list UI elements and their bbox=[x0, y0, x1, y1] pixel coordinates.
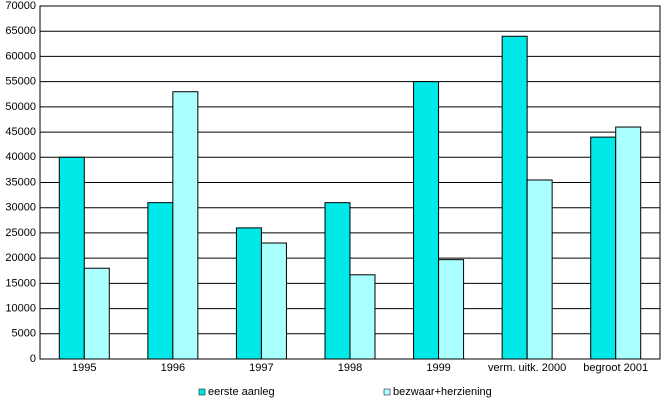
bar bbox=[324, 202, 351, 360]
x-tick-label: 1997 bbox=[249, 362, 273, 374]
bar bbox=[235, 227, 262, 360]
legend-swatch bbox=[198, 388, 206, 396]
y-tick-label: 5000 bbox=[12, 328, 36, 340]
legend-swatch bbox=[383, 388, 391, 396]
x-tick-label: 1999 bbox=[426, 362, 450, 374]
bar bbox=[260, 242, 287, 360]
y-tick-label: 35000 bbox=[5, 176, 36, 188]
legend-label: eerste aanleg bbox=[208, 386, 275, 398]
bar bbox=[501, 35, 528, 360]
y-tick-label: 20000 bbox=[5, 252, 36, 264]
x-tick-label: 1995 bbox=[72, 362, 96, 374]
bar bbox=[83, 267, 110, 360]
y-tick-label: 0 bbox=[30, 353, 36, 365]
x-tick-label: begroot 2001 bbox=[583, 362, 648, 374]
bar bbox=[590, 136, 617, 360]
y-tick-label: 10000 bbox=[5, 302, 36, 314]
y-tick-label: 60000 bbox=[5, 50, 36, 62]
x-tick-label: 1996 bbox=[161, 362, 185, 374]
legend-label: bezwaar+herziening bbox=[393, 386, 492, 398]
y-tick-label: 50000 bbox=[5, 101, 36, 113]
bar bbox=[147, 202, 174, 360]
y-tick-label: 25000 bbox=[5, 227, 36, 239]
bar bbox=[615, 126, 642, 360]
x-tick-label: 1998 bbox=[338, 362, 362, 374]
y-tick-label: 15000 bbox=[5, 277, 36, 289]
y-tick-label: 65000 bbox=[5, 25, 36, 37]
bar bbox=[172, 91, 199, 360]
y-tick-label: 40000 bbox=[5, 151, 36, 163]
bar bbox=[438, 259, 465, 360]
bar bbox=[413, 81, 440, 360]
bar bbox=[58, 156, 85, 360]
bar bbox=[526, 179, 553, 360]
x-tick-label: verm. uitk. 2000 bbox=[488, 362, 566, 374]
bar bbox=[349, 274, 376, 360]
y-tick-label: 55000 bbox=[5, 76, 36, 88]
y-tick-label: 70000 bbox=[5, 0, 36, 12]
y-tick-label: 30000 bbox=[5, 202, 36, 214]
y-tick-label: 45000 bbox=[5, 126, 36, 138]
